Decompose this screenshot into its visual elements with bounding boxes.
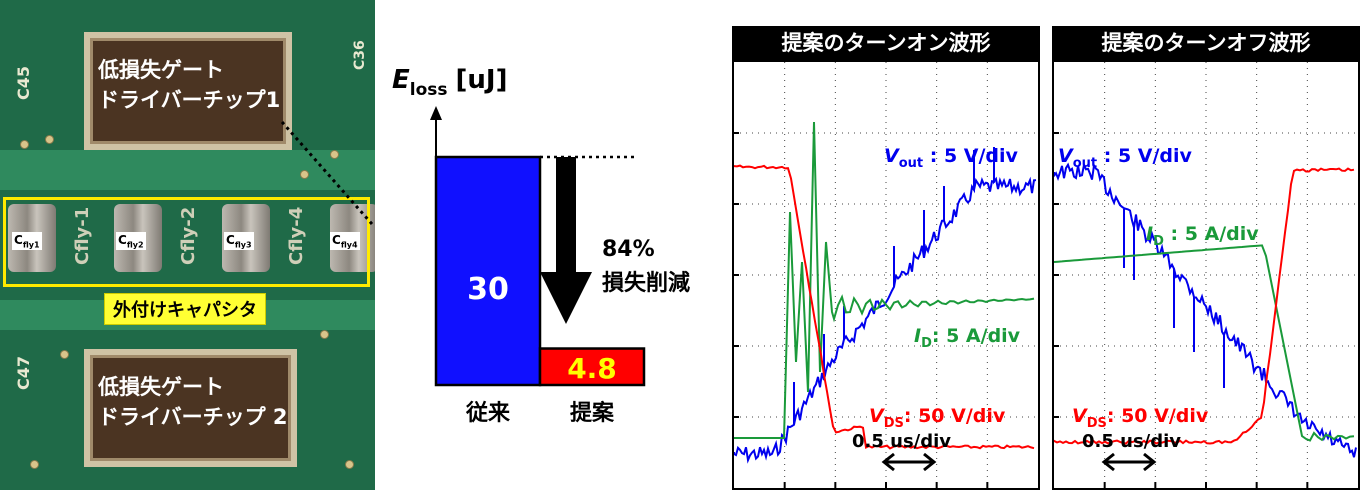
pcb-via [320,330,329,339]
chip2-label: 低損失ゲート ドライバーチップ 2 [98,375,288,429]
bar-conventional [434,155,542,387]
reduction-percent: 84% [602,237,655,262]
trace-v-out [733,147,1037,464]
trace-v-out [1053,161,1357,458]
eloss-ylabel: Eloss [uJ] [392,65,507,100]
reduction-arrow [540,157,592,324]
pcb-via [300,170,309,179]
trace-i-d [1053,244,1355,442]
label-v-ds: VDS: 50 V/div [1072,405,1209,431]
label-v-out: Vout : 5 V/div [884,145,1019,171]
pcb-via [345,460,354,469]
cap-label-cfly2: Cfly2 [116,232,146,251]
turn-on-title: 提案のターンオン波形 [732,26,1040,60]
eloss-bar-chart: Eloss [uJ] 30 4.8 従来 提案 84% 損失削減 [380,0,720,490]
category-conventional: 従来 [465,400,511,426]
pcb-via [20,140,29,149]
pcb-photo: C45 C47 C36 Cfly-1 Cfly-2 Cfly-4 低損失ゲート … [0,0,375,490]
label-v-out: Vout : 5 V/div [1058,145,1193,171]
gate-driver-chip-2 [90,355,291,461]
turn-off-title: 提案のターンオフ波形 [1052,26,1360,60]
chip1-label: 低損失ゲート ドライバーチップ1 [98,58,281,112]
pcb-via [45,135,54,144]
turn-off-scope: Vout : 5 V/div ID : 5 A/div VDS: 50 V/div 0… [1052,60,1360,490]
time-scale-label: 0.5 us/div [1082,431,1181,452]
pcb-silkscreen-c47: C47 [14,355,33,390]
category-proposed: 提案 [570,400,615,426]
reduction-label: 損失削減 [602,271,690,296]
cap-label-cfly3: Cfly3 [224,232,254,251]
time-scale-arrow [881,452,937,472]
external-capacitor-label: 外付けキャパシタ [104,293,266,325]
scope-grid [1054,62,1358,488]
pcb-via [30,460,39,469]
turn-on-scope: Vout : 5 V/div ID: 5 A/div VDS: 50 V/div 0.… [732,60,1040,490]
bar-value-conventional: 30 [467,272,509,307]
trace-v-ds [733,164,1035,450]
pcb-via [330,150,339,159]
eloss-y-axis-arrow [430,106,442,120]
pcb-silkscreen-c36: C36 [352,40,368,70]
cap-label-cfly4: Cfly4 [330,232,360,251]
label-i-d: ID : 5 A/div [1146,223,1259,249]
time-scale-arrow [1101,452,1157,472]
cap-label-cfly1: Cfly1 [12,232,42,251]
trace-i-d [734,121,1035,439]
trace-v-ds [1053,167,1355,445]
connector-line [280,121,374,225]
label-v-ds: VDS: 50 V/div [869,405,1006,431]
capacitors-highlight-box [3,197,370,287]
pcb-via [60,350,69,359]
gate-driver-chip-1 [90,38,286,144]
label-i-d: ID: 5 A/div [914,325,1021,351]
bar-value-proposed: 4.8 [567,352,617,385]
bar-proposed [538,347,646,387]
time-scale-label: 0.5 us/div [852,431,951,452]
pcb-silkscreen-c45: C45 [14,65,33,100]
pcb-trace [0,150,375,190]
